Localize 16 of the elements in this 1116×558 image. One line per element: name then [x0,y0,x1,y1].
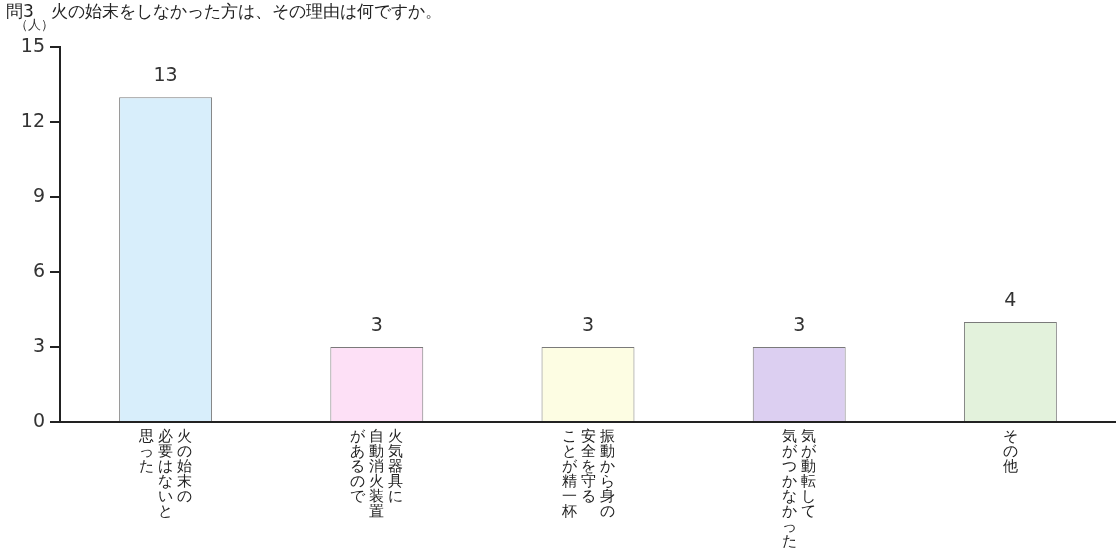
data-label: 4 [1004,287,1017,310]
data-label: 3 [793,312,806,335]
y-tick-label: 9 [32,184,45,207]
data-label: 3 [581,312,595,335]
category-label: 火気器具に自動消火装置があるので [350,427,404,520]
category-label: 火の始末の必要はないと思った [139,427,193,520]
y-tick-label: 0 [32,408,45,431]
y-tick-label: 3 [32,334,45,357]
category-label: 振動から身の安全を守ることが精一杯 [561,427,615,520]
y-tick-label: 6 [32,259,45,282]
data-label: 13 [153,62,178,85]
y-tick-label: 15 [20,34,45,57]
y-tick-label: 12 [20,109,45,132]
x-tick-label: その他 [1002,427,1019,475]
data-label: 3 [370,312,383,335]
category-label: 気が動転して気がつかなかった [782,427,817,550]
